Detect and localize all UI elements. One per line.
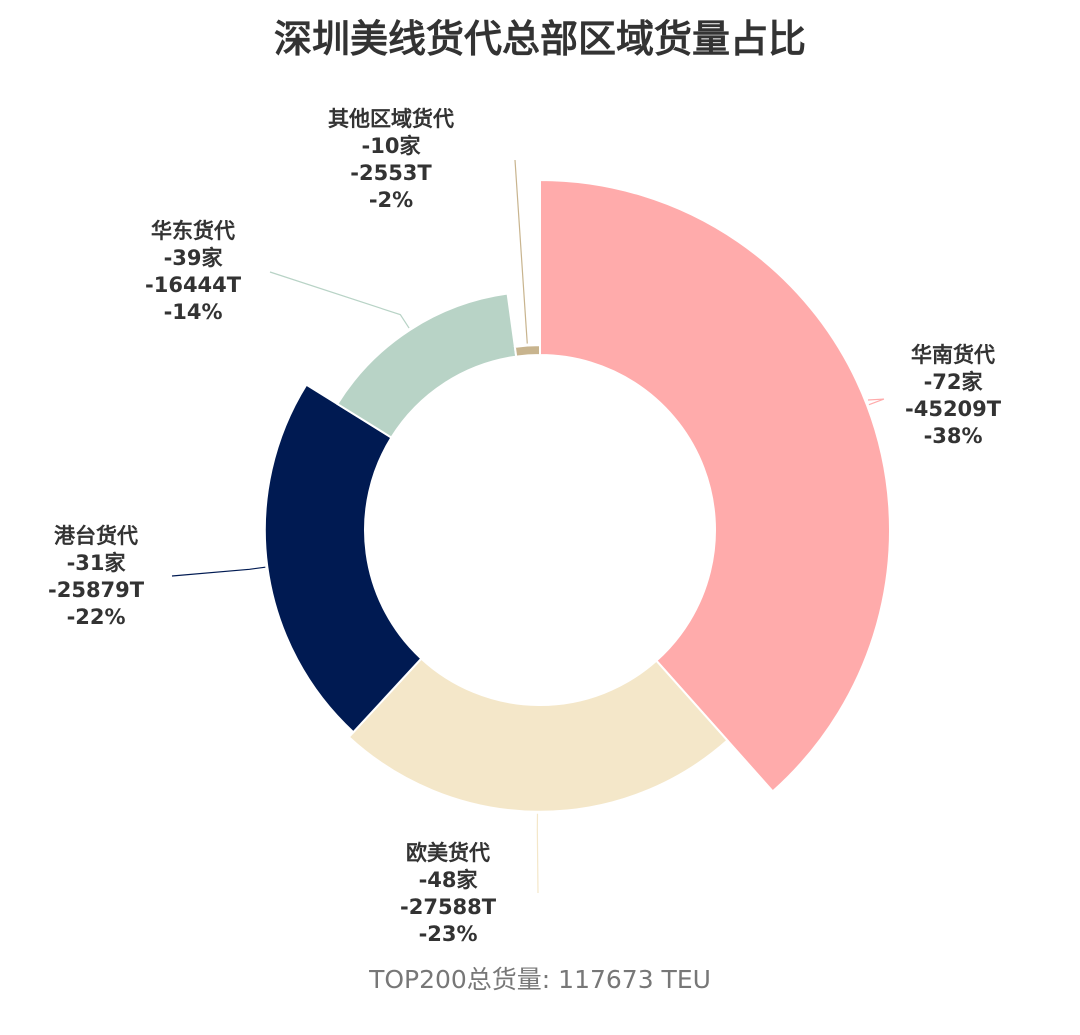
slice-0[interactable] bbox=[539, 178, 891, 793]
slice-percent: -22% bbox=[66, 605, 126, 629]
leader-line-2 bbox=[171, 566, 266, 577]
slice-value: -27588T bbox=[400, 895, 497, 919]
slice-value: -16444T bbox=[145, 273, 242, 297]
leader-line-1 bbox=[536, 813, 539, 894]
slice-4[interactable] bbox=[513, 344, 541, 358]
leader-line-4 bbox=[514, 159, 528, 344]
slice-value: -2553T bbox=[350, 161, 432, 185]
slice-count: -48家 bbox=[418, 868, 478, 892]
slice-name: 欧美货代 bbox=[406, 841, 491, 865]
slice-label-huadong: 华东货代 -39家 -16444T -14% bbox=[145, 218, 241, 326]
slice-name: 华南货代 bbox=[911, 343, 996, 367]
slice-name: 华东货代 bbox=[151, 219, 236, 243]
slice-percent: -2% bbox=[368, 188, 414, 212]
slice-3[interactable] bbox=[335, 292, 518, 439]
slice-count: -31家 bbox=[66, 551, 126, 575]
slice-count: -39家 bbox=[163, 246, 223, 270]
slice-2[interactable] bbox=[263, 383, 423, 734]
slice-1[interactable] bbox=[347, 657, 729, 813]
slice-count: -72家 bbox=[923, 370, 983, 394]
total-volume-footer: TOP200总货量: 117673 TEU bbox=[369, 965, 711, 994]
leader-line-0 bbox=[867, 398, 885, 406]
slice-label-huanan: 华南货代 -72家 -45209T -38% bbox=[905, 342, 1001, 450]
slice-name: 其他区域货代 bbox=[328, 107, 454, 131]
slice-count: -10家 bbox=[361, 134, 421, 158]
slice-label-oumei: 欧美货代 -48家 -27588T -23% bbox=[400, 840, 496, 948]
slice-label-gangtai: 港台货代 -31家 -25879T -22% bbox=[48, 523, 144, 631]
leader-line-3 bbox=[269, 271, 410, 329]
slice-percent: -23% bbox=[418, 922, 478, 946]
slice-value: -25879T bbox=[48, 578, 145, 602]
slice-percent: -38% bbox=[923, 424, 983, 448]
slice-percent: -14% bbox=[163, 300, 223, 324]
slice-name: 港台货代 bbox=[54, 524, 139, 548]
slice-value: -45209T bbox=[905, 397, 1002, 421]
slice-label-other: 其他区域货代 -10家 -2553T -2% bbox=[328, 106, 454, 214]
chart-title: 深圳美线货代总部区域货量占比 bbox=[273, 17, 806, 61]
